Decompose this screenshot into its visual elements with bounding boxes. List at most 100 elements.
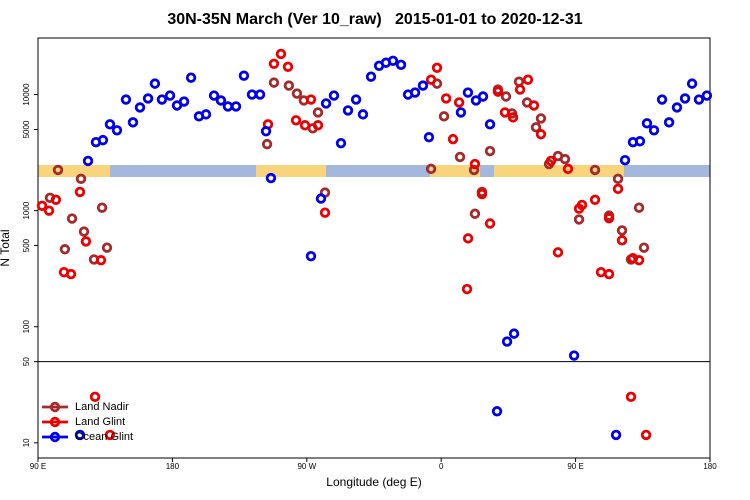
y-tick-label: 50 [22,357,31,366]
point [50,194,62,205]
point [576,199,588,211]
x-tick-label: 0 [439,462,444,471]
point [507,112,519,123]
point [431,62,443,73]
point [127,117,139,128]
legend-marker [49,416,61,428]
legend-label: Ocean Glint [75,431,133,443]
point [156,94,168,105]
point [43,205,55,216]
point [290,115,302,126]
point [342,105,354,116]
point [425,163,437,175]
point [522,74,534,85]
point [514,84,526,95]
point [74,186,86,198]
point [95,255,107,266]
legend-marker [49,431,61,443]
point [491,406,503,417]
point [633,255,645,266]
y-tick-label: 10000 [22,83,31,106]
point [469,208,481,219]
point [149,78,161,89]
point [469,158,481,170]
point [528,100,540,111]
point [282,61,294,72]
point [619,154,631,166]
point [476,188,488,200]
land-band [256,165,326,177]
x-tick-label: 90 E [30,462,46,471]
point [208,90,220,101]
point [261,138,273,150]
point [178,96,190,107]
point [656,94,668,105]
y-tick-label: 500 [22,238,31,252]
point [164,90,176,101]
point [82,155,94,167]
point [477,91,489,102]
point [455,107,467,118]
point [462,233,474,244]
point [246,89,258,100]
point [260,126,272,137]
point [254,89,266,100]
legend-marker [49,401,61,413]
point [513,76,525,87]
point [562,163,574,175]
x-tick-label: 90 W [297,462,316,471]
point [535,129,547,140]
point [275,48,287,60]
y-tick-label: 100 [22,320,31,334]
point [52,164,64,176]
point [89,391,101,403]
point [634,136,646,147]
point [65,268,77,280]
point [603,268,615,280]
point [222,101,234,112]
point [447,133,459,145]
point [230,101,242,112]
x-axis-label: Longitude (deg E) [326,475,421,489]
point [663,117,675,128]
point [589,194,601,205]
point [484,119,496,130]
point [328,90,340,101]
point [484,218,496,229]
point [215,95,227,106]
point [462,87,474,98]
y-tick-label: 10 [22,438,31,447]
x-tick-label: 180 [166,462,180,471]
point [454,151,466,163]
point [134,102,146,113]
point [492,86,504,97]
point [75,173,87,185]
point [484,145,496,157]
point [612,183,624,195]
point [679,93,691,104]
point [701,90,713,101]
series [74,55,713,441]
point [409,87,421,98]
point [648,125,660,136]
point [633,202,645,213]
point [589,164,601,176]
legend-label: Land Glint [75,416,125,428]
y-tick-label: 1000 [22,201,31,219]
point [315,193,327,204]
point [616,235,628,246]
point [238,70,250,81]
point [417,80,429,91]
point [74,429,86,441]
point [111,125,123,136]
point [508,328,520,339]
point [312,107,324,118]
point [305,94,317,105]
chart-title: 30N-35N March (Ver 10_raw) 2015-01-01 to… [167,11,582,28]
point [625,391,637,403]
point [319,207,331,218]
point [320,98,332,109]
point [120,94,132,105]
point [101,242,113,253]
land-band [38,165,110,177]
